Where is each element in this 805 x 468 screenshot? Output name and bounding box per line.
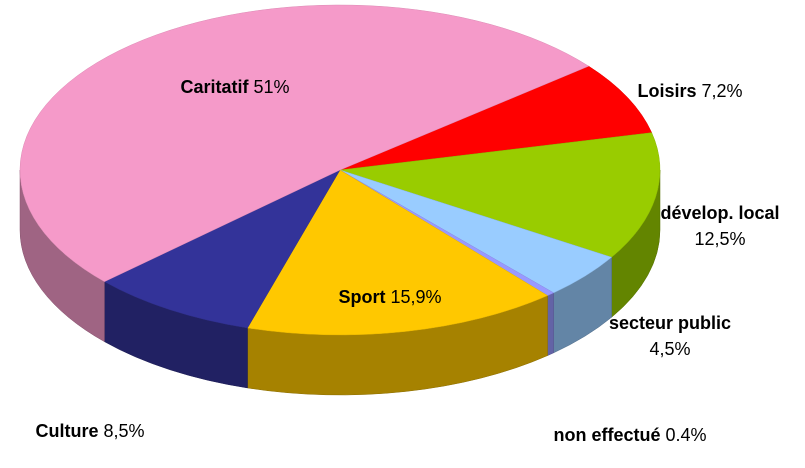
pie-slice [19,4,590,282]
pie-slice [103,169,341,329]
pie-slice [339,65,653,171]
value-label: 8,5% [103,421,145,441]
value-label: 15,9% [390,287,442,307]
pie-slice [339,132,661,258]
value-label: 51% [253,77,290,97]
slice-label: Sport 15,9% [300,284,480,310]
value-label: 12,5% [694,229,746,249]
value-label: 4,5% [649,339,691,359]
slice-label: dévelop. local 12,5% [655,200,785,252]
slice-label: Caritatif 51% [140,74,330,100]
category-name: Loisirs [637,81,697,101]
slice-label: Culture 8,5% [10,418,170,444]
slice-label: non effectué 0.4% [540,422,720,448]
pie-slice [247,169,549,336]
pie-side [547,292,554,356]
category-name: secteur public [608,313,732,333]
category-name: non effectué [553,425,661,445]
category-name: Sport [338,287,386,307]
value-label: 7,2% [701,81,743,101]
category-name: Culture [35,421,99,441]
value-label: 0.4% [665,425,707,445]
slice-label: Loisirs 7,2% [610,78,770,104]
category-name: Caritatif [180,77,249,97]
slice-label: secteur public 4,5% [600,310,740,362]
category-name: dévelop. local [660,203,780,223]
